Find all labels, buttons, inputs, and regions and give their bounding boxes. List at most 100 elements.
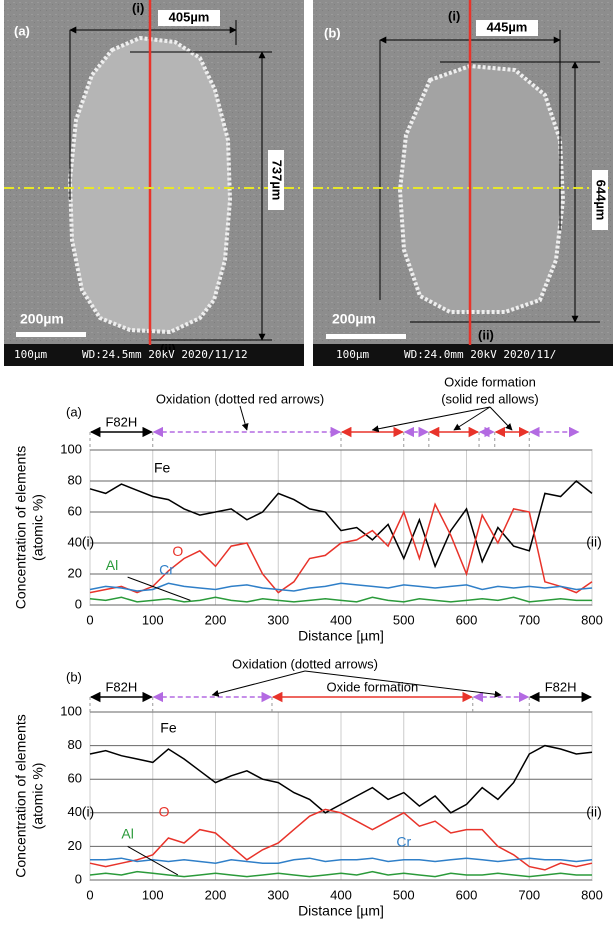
- series-line: [89, 870, 592, 878]
- panel-label: (a): [66, 404, 82, 419]
- series-label: Fe: [154, 459, 171, 475]
- start-label: (i): [448, 8, 460, 23]
- y-axis-label: (atomic %): [30, 763, 46, 830]
- y-axis-label: Concentration of elements: [13, 446, 29, 609]
- y-tick-label: 100: [60, 441, 82, 456]
- end-label: (i): [82, 534, 94, 550]
- y-axis-label: Concentration of elements: [13, 714, 29, 877]
- x-tick-label: 800: [581, 612, 603, 627]
- y-tick-label: 100: [60, 703, 82, 718]
- y-axis-label: (atomic %): [30, 494, 46, 561]
- x-tick-label: 100: [142, 887, 164, 902]
- span-label: Oxide formation: [326, 679, 418, 694]
- y-tick-label: 60: [68, 503, 82, 518]
- series-line: [89, 502, 593, 594]
- x-tick-label: 600: [456, 612, 478, 627]
- series-line: [89, 808, 593, 871]
- footer-bar: [313, 344, 613, 366]
- y-tick-label: 80: [68, 472, 82, 487]
- scale-bar: [16, 332, 86, 337]
- span-label: F82H: [105, 414, 137, 429]
- series-label: Al: [121, 825, 133, 841]
- end-label: (ii): [586, 804, 602, 820]
- micrograph-a: (a) (i) (ii) 405µm 737µm 200µm 100µm WD:…: [4, 0, 304, 366]
- end-label: (ii): [160, 341, 176, 356]
- footer-scale: 100µm: [336, 348, 369, 361]
- panel-label: (b): [66, 669, 82, 684]
- pointer-line: [239, 405, 249, 431]
- pointer-line: [453, 406, 491, 431]
- pointer-line: [211, 670, 306, 697]
- end-label: (ii): [586, 534, 602, 550]
- y-tick-label: 20: [68, 838, 82, 853]
- annotation: Oxide formation: [444, 374, 536, 389]
- series-label: Al: [106, 557, 118, 573]
- footer-scale: 100µm: [14, 348, 47, 361]
- width-label: 445µm: [487, 19, 528, 34]
- micrograph-b: (b) (i) (ii) 445µm 644µm 200µm 100µm WD:…: [313, 0, 613, 366]
- footer-info: WD:24.0mm 20kV 2020/11/: [404, 348, 556, 361]
- scale-bar: [326, 334, 406, 339]
- pointer-line: [371, 406, 491, 433]
- series-label: Fe: [160, 720, 177, 736]
- x-tick-label: 500: [393, 612, 415, 627]
- label-bg: [592, 170, 608, 230]
- series-line: [89, 480, 593, 569]
- pointer-line: [489, 406, 513, 431]
- x-tick-label: 800: [581, 887, 603, 902]
- y-tick-label: 0: [75, 596, 82, 611]
- y-tick-label: 40: [68, 534, 82, 549]
- series-line: [89, 582, 593, 592]
- footer-bar: [4, 344, 304, 366]
- y-tick-label: 60: [68, 771, 82, 786]
- scale-label: 200µm: [332, 311, 376, 327]
- leader-line: [127, 845, 179, 876]
- series-line: [89, 596, 592, 603]
- width-label: 405µm: [169, 9, 210, 24]
- y-tick-label: 20: [68, 565, 82, 580]
- scale-label: 200µm: [20, 311, 64, 327]
- footer-info: WD:24.5mm 20kV 2020/11/12: [82, 348, 248, 361]
- series-label: Cr: [159, 562, 174, 578]
- start-label: (i): [132, 0, 144, 15]
- x-tick-label: 700: [518, 612, 540, 627]
- annotation: Oxidation (dotted red arrows): [156, 391, 324, 406]
- x-tick-label: 600: [456, 887, 478, 902]
- x-tick-label: 400: [330, 612, 352, 627]
- annotation: Oxidation (dotted arrows): [232, 656, 378, 671]
- annotation: (solid red allows): [441, 391, 539, 406]
- series-label: O: [172, 543, 183, 559]
- y-tick-label: 40: [68, 804, 82, 819]
- y-tick-label: 0: [75, 871, 82, 886]
- label-bg: [158, 10, 220, 26]
- x-axis-label: Distance [µm]: [298, 903, 384, 919]
- end-label: (ii): [478, 327, 494, 342]
- x-tick-label: 100: [142, 612, 164, 627]
- series-line: [90, 857, 593, 864]
- x-tick-label: 0: [86, 887, 93, 902]
- x-tick-label: 300: [267, 887, 289, 902]
- span-label: F82H: [105, 679, 137, 694]
- x-tick-label: 300: [267, 612, 289, 627]
- series-line: [89, 744, 593, 814]
- label-bg: [268, 150, 284, 210]
- pointer-line: [304, 670, 502, 698]
- panel-label: (a): [14, 23, 30, 38]
- series-label: O: [159, 804, 170, 820]
- x-tick-label: 700: [518, 887, 540, 902]
- span-label: F82H: [545, 679, 577, 694]
- x-tick-label: 200: [205, 887, 227, 902]
- x-tick-label: 200: [205, 612, 227, 627]
- y-tick-label: 80: [68, 737, 82, 752]
- x-tick-label: 400: [330, 887, 352, 902]
- series-label: Cr: [396, 834, 411, 850]
- x-tick-label: 500: [393, 887, 415, 902]
- x-axis-label: Distance [µm]: [298, 628, 384, 644]
- x-tick-label: 0: [86, 612, 93, 627]
- end-label: (i): [82, 804, 94, 820]
- leader-line: [127, 576, 191, 601]
- panel-label: (b): [324, 25, 341, 40]
- label-bg: [476, 20, 538, 36]
- height-label: 644µm: [594, 180, 609, 221]
